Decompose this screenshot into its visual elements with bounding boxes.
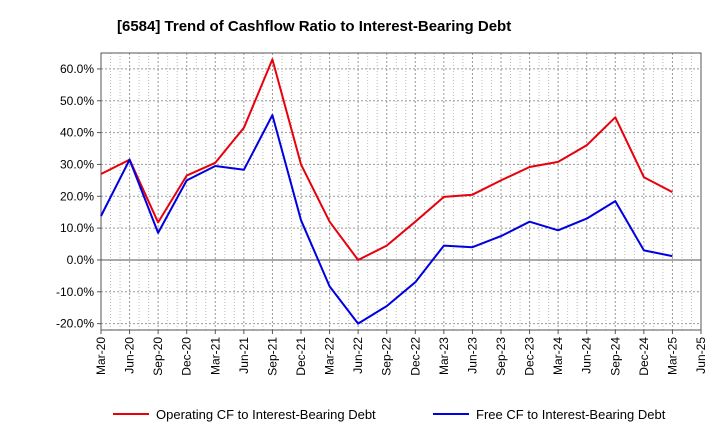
x-tick-label: Jun-23	[465, 337, 479, 374]
y-tick-label: 40.0%	[60, 126, 94, 140]
x-tick-label: Sep-22	[380, 337, 394, 376]
chart-title: [6584] Trend of Cashflow Ratio to Intere…	[117, 18, 511, 35]
x-tick-label: Jun-20	[123, 337, 137, 374]
x-tick-label: Dec-22	[408, 337, 422, 376]
x-tick-label: Mar-24	[551, 337, 565, 375]
y-tick-label: -10.0%	[56, 285, 94, 299]
legend: Operating CF to Interest-Bearing Debt Fre…	[113, 407, 666, 422]
x-tick-label: Sep-23	[494, 337, 508, 376]
x-tick-label: Mar-25	[665, 337, 679, 375]
series-line-free-cf	[100, 114, 673, 325]
x-tick-label: Sep-21	[265, 337, 279, 376]
x-tick-label: Mar-22	[323, 337, 337, 375]
x-tick-label: Mar-23	[437, 337, 451, 375]
plot-area	[100, 52, 702, 331]
series-group	[100, 58, 673, 325]
y-tick-label: 30.0%	[60, 157, 94, 171]
legend-label: Free CF to Interest-Bearing Debt	[476, 407, 666, 422]
y-axis-ticks: -20.0% -10.0% 0.0% 10.0% 20.0% 30.0% 40.0% 50.0…	[56, 62, 101, 331]
x-tick-label: Dec-20	[180, 337, 194, 376]
x-tick-label: Dec-21	[294, 337, 308, 376]
y-tick-label: 60.0%	[60, 62, 94, 76]
y-tick-label: 0.0%	[67, 253, 95, 267]
x-tick-label: Jun-21	[237, 337, 251, 374]
legend-label: Operating CF to Interest-Bearing Debt	[156, 407, 376, 422]
x-axis-ticks: Mar-20 Jun-20 Sep-20 Dec-20 Mar-21 Jun-21 Sep-…	[94, 330, 708, 376]
x-tick-label: Mar-20	[94, 337, 108, 375]
x-tick-label: Dec-23	[523, 337, 537, 376]
x-tick-label: Jun-22	[351, 337, 365, 374]
x-tick-label: Jun-24	[580, 337, 594, 374]
x-tick-label: Sep-24	[608, 337, 622, 376]
series-line-operating-cf	[100, 58, 673, 261]
y-tick-label: 50.0%	[60, 94, 94, 108]
x-tick-label: Dec-24	[637, 337, 651, 376]
y-tick-label: 10.0%	[60, 221, 94, 235]
x-tick-label: Mar-21	[208, 337, 222, 375]
x-tick-label: Jun-25	[694, 337, 708, 374]
grid	[100, 53, 702, 330]
x-tick-label: Sep-20	[151, 337, 165, 376]
y-tick-label: 20.0%	[60, 189, 94, 203]
y-tick-label: -20.0%	[56, 317, 94, 331]
